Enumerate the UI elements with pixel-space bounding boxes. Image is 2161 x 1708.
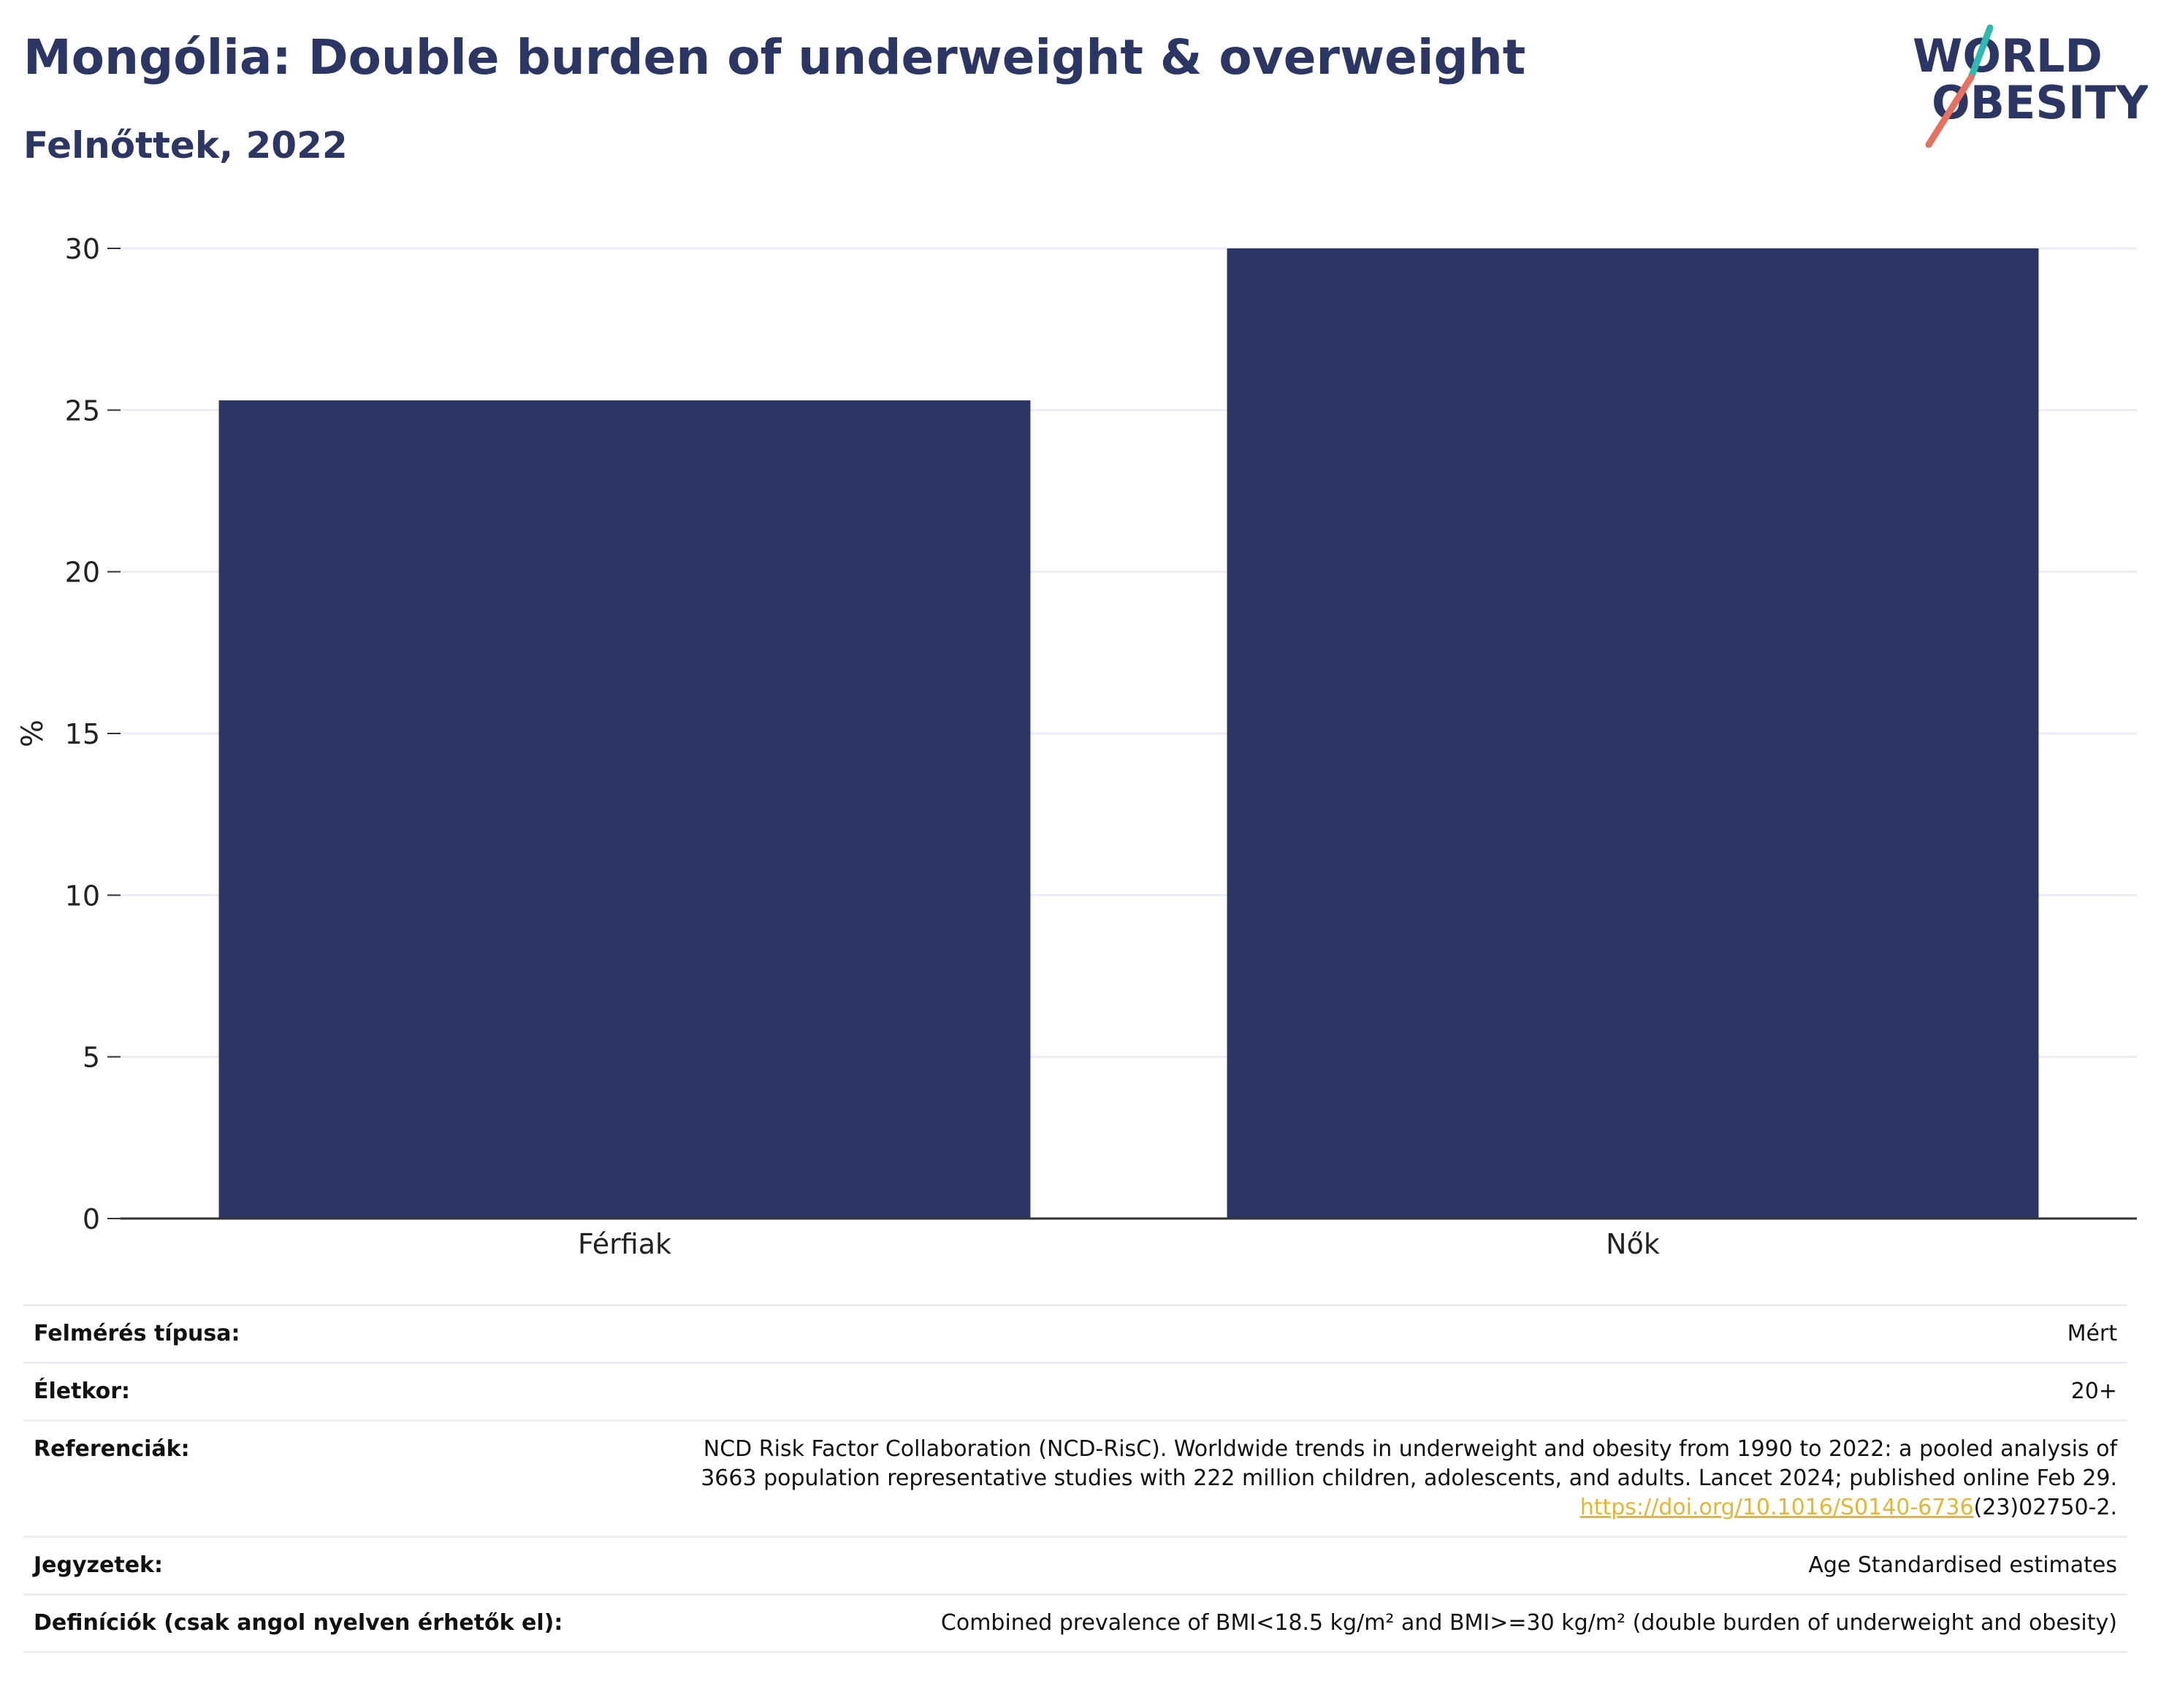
logo-word-world: WORLD [1913, 29, 2103, 83]
info-table: Felmérés típusa: Mért Életkor: 20+ Refer… [23, 1304, 2127, 1653]
x-axis-labels: Férfiak Nők [578, 1228, 1660, 1260]
notes-value: Age Standardised estimates [1808, 1552, 2117, 1578]
y-tick-label: 20 [65, 557, 100, 589]
bars [218, 248, 2039, 1219]
chart-subtitle: Felnőttek, 2022 [23, 124, 348, 167]
references-value: NCD Risk Factor Collaboration (NCD-RisC)… [672, 1421, 2127, 1537]
age-value: 20+ [2070, 1379, 2117, 1404]
definitions-label: Definíciók (csak angol nyelven érhetők e… [34, 1610, 563, 1636]
bar-chart: 0 5 10 15 20 25 30 Férfiak Nők % [16, 233, 2137, 1260]
info-row-age: Életkor: 20+ [23, 1362, 2127, 1421]
y-tick-label: 15 [65, 718, 100, 750]
info-row-survey: Felmérés típusa: Mért [23, 1305, 2127, 1363]
doi-link[interactable]: https://doi.org/10.1016/S0140-6736 [1579, 1495, 1974, 1520]
definitions-value: Combined prevalence of BMI<18.5 kg/m² an… [940, 1610, 2117, 1636]
survey-type-value: Mért [2067, 1321, 2117, 1346]
age-label: Életkor: [34, 1379, 131, 1404]
doi-suffix: (23)02750-2. [1973, 1495, 2117, 1520]
x-tick-label: Férfiak [578, 1228, 671, 1260]
chart-title: Mongólia: Double burden of underweight &… [23, 29, 1526, 85]
info-row-notes: Jegyzetek: Age Standardised estimates [23, 1536, 2127, 1595]
y-tick-label: 25 [65, 394, 100, 427]
references-line-2: 3663 population representative studies w… [701, 1465, 2117, 1491]
references-line-3: https://doi.org/10.1016/S0140-6736(23)02… [682, 1493, 2117, 1522]
notes-label: Jegyzetek: [34, 1552, 163, 1578]
world-obesity-logo: WORLD OBESITY [1913, 24, 2148, 148]
references-line-1: NCD Risk Factor Collaboration (NCD-RisC)… [703, 1436, 2117, 1462]
bar [1227, 248, 2039, 1219]
y-tick-label: 0 [83, 1203, 100, 1235]
y-tick-label: 10 [65, 880, 100, 912]
survey-type-label: Felmérés típusa: [34, 1321, 240, 1346]
bar [218, 400, 1031, 1219]
info-row-definitions: Definíciók (csak angol nyelven érhetők e… [23, 1594, 2127, 1652]
references-label: Referenciák: [34, 1436, 190, 1462]
y-tick-label: 5 [83, 1042, 100, 1074]
y-axis-ticks: 0 5 10 15 20 25 30 [65, 233, 121, 1235]
y-axis-label: % [16, 720, 50, 747]
x-tick-label: Nők [1606, 1228, 1660, 1260]
logo-slash-coral [1925, 74, 1975, 148]
logo-slash-teal [1967, 24, 1994, 81]
info-row-references: Referenciák: NCD Risk Factor Collaborati… [23, 1420, 2127, 1537]
y-tick-label: 30 [65, 233, 100, 265]
